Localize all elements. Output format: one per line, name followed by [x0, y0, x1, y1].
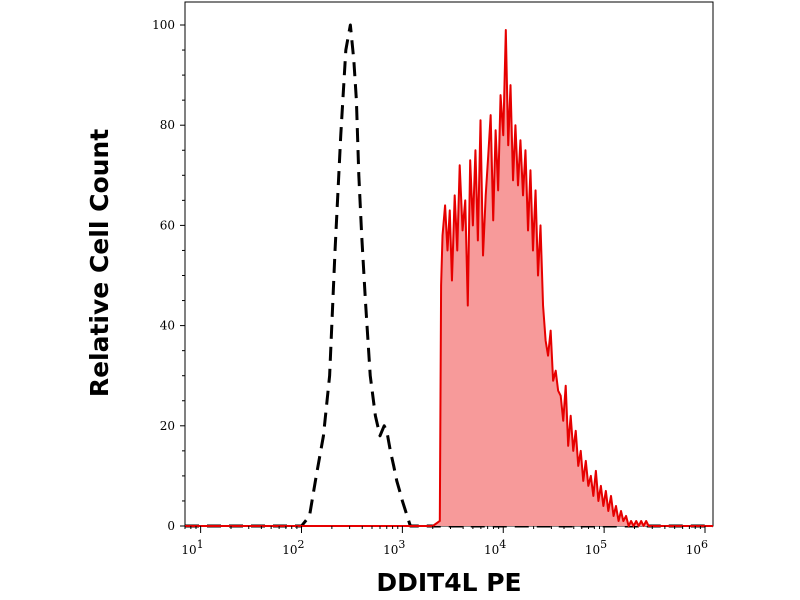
- y-axis-label: Relative Cell Count: [85, 129, 114, 397]
- y-tick-label-0: 0: [167, 519, 175, 533]
- x-tick-label-2: 103: [383, 538, 405, 557]
- y-tick-label-3: 60: [160, 218, 175, 232]
- y-tick-label-1: 20: [160, 419, 175, 433]
- y-axis: 0 20 40 60 80 100: [152, 18, 185, 533]
- x-tick-label-0: 101: [181, 538, 203, 557]
- y-tick-label-4: 80: [160, 118, 175, 132]
- y-tick-label-5: 100: [152, 18, 175, 32]
- x-axis-label: DDIT4L PE: [376, 568, 521, 597]
- series-1-area: [185, 30, 713, 526]
- x-tick-label-5: 106: [686, 538, 708, 557]
- x-tick-label-4: 105: [585, 538, 607, 557]
- y-tick-label-2: 40: [160, 319, 175, 333]
- series-layer: [185, 23, 713, 528]
- x-tick-label-3: 104: [484, 538, 506, 557]
- series-1-line: [185, 29, 713, 527]
- x-tick-label-1: 102: [282, 538, 304, 557]
- x-axis: 101 102 103 104 105 106: [181, 526, 708, 557]
